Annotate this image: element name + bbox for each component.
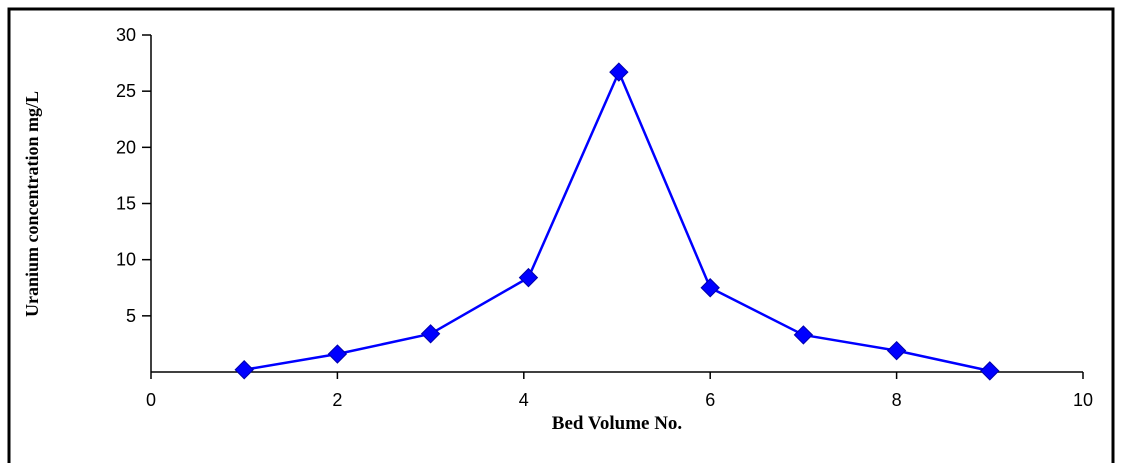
x-tick-label: 2 — [332, 390, 342, 410]
data-point-marker — [518, 267, 539, 288]
data-point-marker — [327, 344, 348, 364]
data-point-marker — [700, 278, 720, 298]
y-tick-label: 10 — [116, 250, 136, 270]
data-point-marker — [609, 62, 629, 82]
x-tick-label: 4 — [519, 390, 529, 410]
x-tick-label: 0 — [146, 390, 156, 410]
y-tick-label: 30 — [116, 25, 136, 45]
x-tick-label: 6 — [705, 390, 715, 410]
data-point-marker — [793, 325, 814, 345]
series-markers — [234, 62, 1000, 381]
chart-border — [7, 7, 1115, 463]
y-tick-label: 25 — [116, 81, 136, 101]
y-tick-label: 5 — [126, 306, 136, 326]
data-point-marker — [886, 340, 907, 361]
y-tick-label: 15 — [116, 194, 136, 214]
x-tick-label: 10 — [1073, 390, 1093, 410]
x-tick-label: 8 — [892, 390, 902, 410]
y-axis-ticks: 5 10 15 20 25 30 — [116, 25, 151, 326]
y-tick-label: 20 — [116, 137, 136, 157]
data-point-marker — [234, 360, 254, 380]
x-axis-ticks: 0 2 4 6 8 10 — [146, 372, 1093, 410]
x-axis-title: Bed Volume No. — [552, 413, 682, 434]
data-point-marker — [420, 324, 441, 344]
y-axis-title: Uranium concentration mg/L — [22, 91, 42, 317]
data-point-marker — [980, 361, 1000, 381]
